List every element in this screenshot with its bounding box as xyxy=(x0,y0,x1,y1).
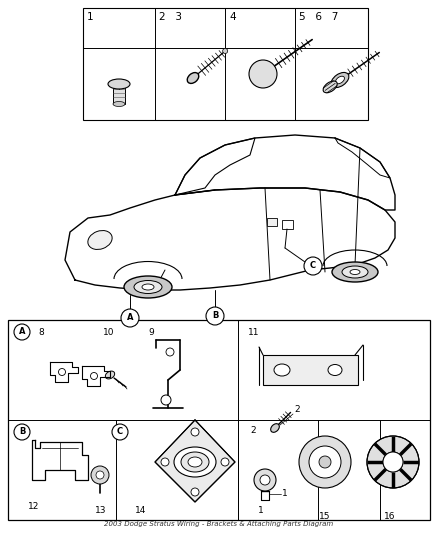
Ellipse shape xyxy=(188,457,202,467)
Circle shape xyxy=(304,257,322,275)
Text: 15: 15 xyxy=(319,512,331,521)
Text: 1: 1 xyxy=(258,506,264,515)
Circle shape xyxy=(367,436,419,488)
Circle shape xyxy=(260,475,270,485)
Text: 2: 2 xyxy=(294,406,300,415)
Ellipse shape xyxy=(124,276,172,298)
Ellipse shape xyxy=(336,76,344,84)
Circle shape xyxy=(309,446,341,478)
Text: 1: 1 xyxy=(282,489,288,498)
Text: 5   6   7: 5 6 7 xyxy=(299,12,339,22)
Circle shape xyxy=(383,452,403,472)
Circle shape xyxy=(161,395,171,405)
Bar xyxy=(8,320,430,520)
Text: 2: 2 xyxy=(250,426,256,435)
Ellipse shape xyxy=(105,371,115,379)
Ellipse shape xyxy=(187,72,199,84)
Circle shape xyxy=(299,436,351,488)
Text: C: C xyxy=(310,262,316,271)
Circle shape xyxy=(112,424,128,440)
Ellipse shape xyxy=(328,365,342,376)
Text: B: B xyxy=(212,311,218,320)
Bar xyxy=(83,8,368,120)
Bar xyxy=(267,218,277,226)
Circle shape xyxy=(249,60,277,88)
Circle shape xyxy=(14,424,30,440)
Text: 14: 14 xyxy=(135,506,146,515)
Text: 13: 13 xyxy=(95,506,106,515)
Polygon shape xyxy=(155,420,235,502)
Text: A: A xyxy=(19,327,25,336)
Ellipse shape xyxy=(113,101,125,107)
Bar xyxy=(263,355,358,385)
Text: C: C xyxy=(117,427,123,437)
Text: 4: 4 xyxy=(229,12,236,22)
Circle shape xyxy=(383,452,403,472)
Bar xyxy=(282,220,293,229)
Ellipse shape xyxy=(88,231,112,249)
Text: 8: 8 xyxy=(38,328,44,337)
Ellipse shape xyxy=(174,447,216,477)
Text: 2003 Dodge Stratus Wiring - Brackets & Attaching Parts Diagram: 2003 Dodge Stratus Wiring - Brackets & A… xyxy=(104,521,334,527)
Ellipse shape xyxy=(350,270,360,274)
Text: A: A xyxy=(127,313,133,322)
Ellipse shape xyxy=(323,81,337,93)
Text: 1: 1 xyxy=(87,12,94,22)
Ellipse shape xyxy=(274,364,290,376)
Bar xyxy=(113,84,125,104)
Ellipse shape xyxy=(108,79,130,89)
Circle shape xyxy=(191,428,199,436)
Text: 16: 16 xyxy=(384,512,396,521)
Text: 10: 10 xyxy=(103,328,114,337)
Circle shape xyxy=(96,471,104,479)
Circle shape xyxy=(166,348,174,356)
Circle shape xyxy=(254,469,276,491)
Circle shape xyxy=(221,458,229,466)
Circle shape xyxy=(121,309,139,327)
Circle shape xyxy=(161,458,169,466)
Circle shape xyxy=(91,466,109,484)
Ellipse shape xyxy=(134,280,162,294)
Circle shape xyxy=(206,307,224,325)
Circle shape xyxy=(191,488,199,496)
Text: 11: 11 xyxy=(248,328,259,337)
Text: 9: 9 xyxy=(148,328,154,337)
Circle shape xyxy=(91,373,98,379)
Ellipse shape xyxy=(342,266,368,278)
Text: 12: 12 xyxy=(28,502,39,511)
Ellipse shape xyxy=(181,452,209,472)
Circle shape xyxy=(59,368,66,376)
Ellipse shape xyxy=(142,284,154,290)
Circle shape xyxy=(223,49,228,53)
Ellipse shape xyxy=(332,262,378,282)
Ellipse shape xyxy=(271,424,279,432)
Circle shape xyxy=(319,456,331,468)
Ellipse shape xyxy=(331,72,349,87)
Text: 2   3: 2 3 xyxy=(159,12,182,22)
Circle shape xyxy=(14,324,30,340)
Text: B: B xyxy=(19,427,25,437)
